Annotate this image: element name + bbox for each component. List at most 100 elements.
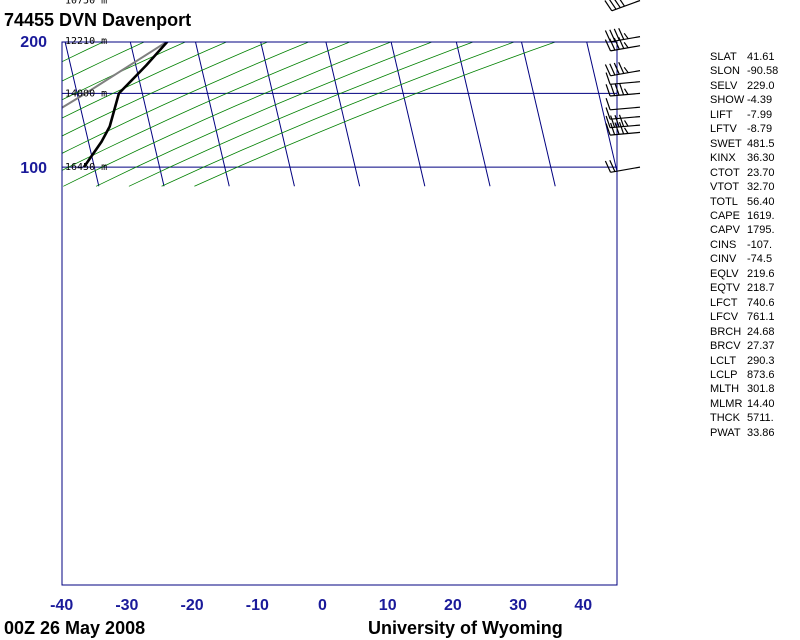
height-label: 14000 m [65, 88, 107, 99]
index-value: 218.7 [747, 282, 775, 295]
index-row: LFCT 740.6 [710, 296, 796, 310]
index-row: SLON -90.58 [710, 64, 796, 78]
barb-flag [618, 61, 625, 74]
isotherm-line [195, 42, 230, 187]
index-value: 1619. [747, 209, 775, 222]
temperature-tick-label: -20 [181, 597, 204, 614]
mixing-ratio-line [434, 0, 534, 41]
pressure-tick-label: 200 [20, 34, 47, 51]
barb-flag [604, 160, 612, 173]
barb-flag [618, 37, 625, 49]
index-key: LIFT [710, 108, 733, 121]
barb-flag [614, 122, 620, 135]
background-grid [62, 0, 617, 187]
index-row: SELV 229.0 [710, 79, 796, 93]
barb-staff [611, 0, 641, 12]
temperature-trace [82, 42, 169, 168]
wind-barb [605, 107, 641, 120]
barb-flag [604, 39, 612, 52]
isotherm-line [260, 42, 295, 187]
temperature-tick-label: 20 [444, 597, 462, 614]
index-row: EQLV 219.6 [710, 267, 796, 281]
temperature-tick-label: -40 [50, 597, 73, 614]
mixing-ratio-line [305, 0, 378, 41]
index-key: MLTH [710, 383, 740, 396]
index-key: KINX [710, 152, 736, 165]
index-row: CAPV 1795. [710, 223, 796, 237]
index-value: 481.5 [747, 137, 775, 150]
barb-flag [623, 66, 629, 74]
barb-flag [613, 28, 620, 41]
index-value: -8.79 [747, 123, 773, 136]
index-value: 229.0 [747, 79, 775, 92]
wind-barb [605, 72, 641, 85]
index-key: LCLT [710, 354, 737, 367]
barb-flag [605, 98, 611, 110]
index-row: SWET 481.5 [710, 137, 796, 151]
index-value: 27.37 [747, 340, 775, 353]
source-credit: University of Wyoming [368, 618, 563, 638]
index-value: 1795. [747, 224, 775, 237]
wind-barbs [604, 0, 641, 173]
index-key: SLON [710, 65, 740, 78]
temperature-tick-label: 30 [509, 597, 527, 614]
mixing-ratio-line [373, 0, 460, 41]
index-value: 14.40 [747, 397, 775, 410]
mixing-ratio-line [211, 0, 266, 41]
barb-flag [610, 122, 616, 135]
mixing-ratio-line [455, 0, 559, 41]
barb-staff [610, 81, 641, 85]
wind-barb [604, 0, 641, 12]
index-row: MLTH 301.8 [710, 382, 796, 396]
index-row: SLAT 41.61 [710, 50, 796, 64]
index-key: SLAT [710, 51, 737, 63]
barb-staff [610, 124, 641, 129]
barb-flag [623, 32, 629, 40]
barb-flag [613, 62, 620, 75]
barb-flag [623, 127, 629, 134]
barb-staff [610, 36, 641, 43]
mixing-ratio-line [262, 0, 327, 41]
index-row: LCLT 290.3 [710, 354, 796, 368]
barb-staff [610, 70, 641, 77]
index-value: -107. [747, 238, 773, 251]
index-row: MLMR 14.40 [710, 397, 796, 411]
barb-staff [610, 106, 641, 111]
index-value: 301.8 [747, 383, 775, 396]
index-row: KINX 36.30 [710, 151, 796, 165]
barb-flag [610, 115, 616, 128]
index-key: PWAT [710, 426, 741, 439]
index-value: 23.70 [747, 166, 775, 179]
index-value: 24.68 [747, 325, 775, 338]
isotherm-line [390, 42, 426, 187]
index-key: LFCT [710, 296, 738, 309]
index-key: CTOT [710, 166, 740, 179]
mixing-ratio-line [409, 0, 504, 41]
wind-barb [605, 114, 641, 129]
index-key: LCLP [710, 368, 738, 381]
isotherm-line [129, 42, 165, 187]
isotherm-line [455, 42, 491, 187]
index-key: SELV [710, 79, 738, 92]
moist-adiabat [148, 0, 506, 41]
barb-flag [605, 123, 611, 136]
barb-staff [610, 166, 641, 173]
index-row: LCLP 873.6 [710, 368, 796, 382]
barb-flag [605, 72, 611, 85]
index-row: PWAT 33.86 [710, 426, 796, 440]
index-value: 41.61 [747, 51, 775, 63]
index-value: 761.1 [747, 311, 775, 324]
index-row: SHOW -4.39 [710, 93, 796, 107]
barb-staff [610, 92, 641, 97]
temperature-tick-label: -30 [115, 597, 138, 614]
index-key: CAPV [710, 224, 740, 237]
index-row: EQTV 218.7 [710, 281, 796, 295]
moist-adiabat [303, 0, 557, 41]
barb-flag [618, 27, 625, 40]
index-key: VTOT [710, 181, 740, 194]
index-value: 56.40 [747, 195, 775, 208]
barb-flag [618, 122, 625, 135]
barb-staff [610, 131, 641, 136]
index-row: LFCV 761.1 [710, 310, 796, 324]
barb-flag [623, 42, 629, 49]
